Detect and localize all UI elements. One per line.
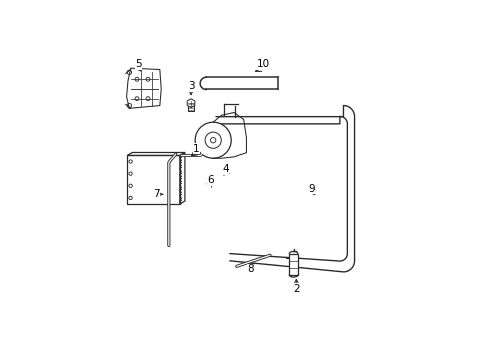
Text: 2: 2 [292, 284, 299, 293]
Text: 7: 7 [153, 189, 160, 199]
Bar [187, 103, 194, 111]
Text: 3: 3 [187, 81, 194, 91]
Text: 4: 4 [222, 164, 228, 174]
Text: 9: 9 [307, 184, 314, 194]
Text: 5: 5 [135, 59, 142, 69]
Circle shape [210, 138, 215, 143]
Circle shape [195, 122, 231, 158]
Text: 1: 1 [193, 144, 200, 153]
Text: 10: 10 [256, 59, 269, 69]
Circle shape [204, 132, 221, 148]
Polygon shape [187, 99, 194, 108]
Text: 8: 8 [247, 264, 253, 274]
Bar [288, 254, 297, 275]
Text: 6: 6 [207, 175, 213, 185]
